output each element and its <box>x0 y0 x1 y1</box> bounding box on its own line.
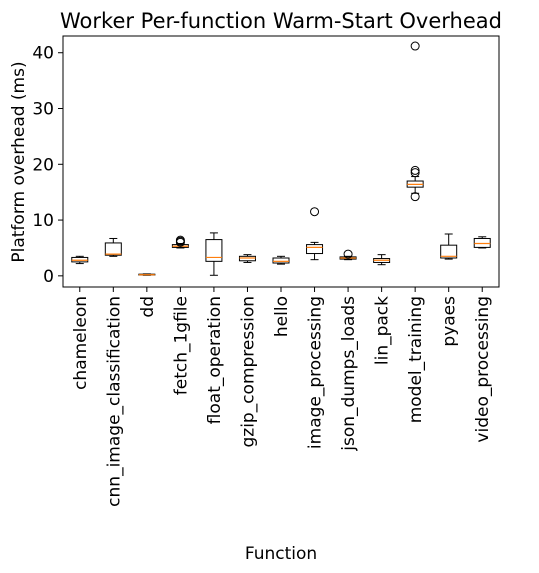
outlier-point <box>410 192 420 202</box>
box <box>104 242 122 256</box>
y-tick-label: 10 <box>32 211 54 231</box>
outlier-point <box>410 165 420 175</box>
y-axis-label: Platform overhead (ms) <box>9 61 29 262</box>
box <box>440 244 458 259</box>
outlier-point <box>410 41 420 51</box>
outlier-point <box>175 235 185 245</box>
y-tick-label: 40 <box>32 44 54 64</box>
x-tick-label: lin_pack <box>373 296 393 365</box>
x-tick-label: dd <box>138 296 158 318</box>
box <box>272 257 290 264</box>
chart-title: Worker Per-function Warm-Start Overhead <box>60 9 502 33</box>
x-tick-label: gzip_compression <box>238 296 258 448</box>
x-tick-label: video_processing <box>473 296 493 443</box>
x-tick-label: pyaes <box>440 296 460 347</box>
box <box>306 244 324 255</box>
x-tick-label: cnn_image_classification <box>104 296 124 507</box>
outlier-point <box>343 249 353 259</box>
x-tick-label: fetch_1gfile <box>171 296 191 395</box>
outlier-point <box>410 168 420 178</box>
y-tick-label: 0 <box>43 267 54 287</box>
x-axis-label: Function <box>245 544 317 564</box>
x-tick-label: model_training <box>406 296 426 423</box>
box <box>205 239 223 262</box>
x-tick-label: json_dumps_loads <box>339 296 359 452</box>
x-tick-label: float_operation <box>205 296 225 424</box>
y-tick-label: 20 <box>32 155 54 175</box>
plot-area-frame <box>62 35 500 288</box>
x-tick-label: chameleon <box>71 296 91 390</box>
x-tick-label: image_processing <box>306 296 326 449</box>
y-tick-label: 30 <box>32 100 54 120</box>
outlier-point <box>310 207 320 217</box>
x-tick-label: hello <box>272 296 292 337</box>
